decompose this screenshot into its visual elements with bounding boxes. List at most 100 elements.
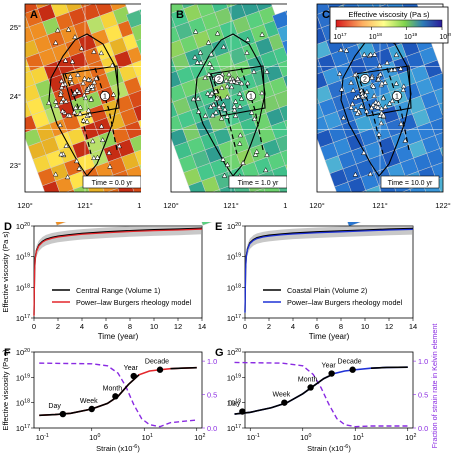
station-triangle (72, 104, 79, 110)
station-triangle (237, 140, 243, 146)
x-tick-label: 10-1 (247, 433, 260, 442)
station-triangle (377, 71, 384, 77)
station-triangle (373, 99, 379, 105)
island-outline (194, 33, 266, 177)
station-triangle (264, 151, 270, 157)
station-triangle (218, 115, 225, 121)
station-triangle (220, 44, 227, 50)
station-triangle (220, 101, 227, 107)
station-triangle (110, 91, 117, 97)
lon-tick-label: 121° (223, 201, 239, 210)
station-triangle (352, 94, 359, 100)
colorbar-title: Effective viscosity (Pa s) (348, 10, 430, 19)
station-triangle (393, 51, 400, 57)
station-triangle (226, 71, 232, 77)
station-triangle (74, 87, 80, 93)
station-triangle (337, 70, 343, 76)
station-triangle (389, 98, 396, 103)
station-triangle (71, 109, 78, 115)
right-tick-label: 0.0 (207, 424, 217, 433)
station-triangle (63, 98, 69, 104)
colorbar: Effective viscosity (Pa s) 1017 1018 1019 1… (329, 6, 451, 44)
map-panels: 1 A Time = 0.0 yr 120° 121° 122° 25° 24° 23° 1 2 B T… (0, 0, 451, 227)
station-triangle (107, 163, 113, 169)
station-triangle (85, 76, 92, 82)
time-point-label: Week (80, 398, 98, 405)
station-triangle (382, 79, 388, 85)
station-triangle (78, 45, 85, 51)
station-triangle (194, 59, 201, 65)
station-triangle (213, 95, 220, 101)
station-triangle (224, 113, 230, 119)
right-tick-label: 0.5 (207, 391, 217, 400)
station-triangle (80, 117, 87, 123)
x-tick-label: 0 (243, 322, 247, 331)
station-triangle (350, 87, 356, 93)
station-triangle (224, 161, 231, 167)
y-tick-label: 1020 (227, 348, 241, 357)
x-axis-label: Strain (x10-6) (307, 444, 351, 453)
station-triangle (393, 80, 400, 86)
station-triangle (231, 107, 238, 113)
station-triangle (205, 39, 212, 45)
station-triangle (77, 104, 84, 110)
station-triangle (251, 116, 258, 121)
lon-tick-label: 120° (163, 201, 179, 210)
station-triangle (216, 103, 222, 109)
station-triangle (232, 112, 239, 118)
time-point (307, 384, 314, 391)
station-triangle (87, 111, 93, 117)
lat-tick-label: 25° (10, 23, 21, 32)
station-triangle (251, 68, 257, 74)
station-triangle (197, 49, 204, 55)
x-tick-label: 8 (128, 322, 132, 331)
station-triangle (198, 59, 204, 65)
station-triangle (378, 120, 384, 126)
time-point-label: Year (322, 363, 337, 370)
station-triangle (192, 54, 198, 60)
station-triangle (380, 95, 386, 101)
station-triangle (62, 57, 69, 63)
station-triangle (353, 106, 359, 112)
station-triangle (397, 65, 404, 71)
lon-tick-label: 122° (435, 201, 451, 210)
station-triangle (375, 100, 382, 106)
legend-label: Power–law Burgers rheology model (287, 298, 403, 307)
station-triangle (116, 143, 123, 149)
station-triangle (237, 132, 244, 138)
panel-label: F (4, 347, 11, 359)
station-triangle (340, 114, 347, 120)
colorbar-tick-label: 1018 (369, 32, 383, 41)
station-triangle (343, 47, 350, 53)
station-triangle (53, 98, 59, 104)
station-triangle (59, 108, 66, 114)
uncertainty-band (34, 226, 202, 318)
station-triangle (77, 111, 83, 117)
y-tick-label: 1019 (227, 253, 241, 262)
station-triangle (67, 112, 73, 118)
station-triangle (402, 137, 408, 143)
station-triangle (91, 155, 97, 160)
volume-marker (214, 74, 224, 84)
station-triangle (259, 31, 265, 37)
x-axis-label: Time (year) (309, 332, 350, 341)
station-triangle (244, 49, 250, 55)
station-triangle (206, 60, 213, 66)
time-point (59, 410, 67, 418)
colorbar-ticks: 1017 1018 1019 1020 (333, 27, 451, 41)
station-triangle (361, 51, 368, 57)
legend-label: Central Range (Volume 1) (76, 286, 160, 295)
station-triangle (237, 103, 243, 109)
station-triangle (109, 62, 116, 68)
station-triangle (382, 103, 389, 109)
station-triangle (72, 34, 78, 40)
station-triangle (94, 154, 101, 160)
station-triangle (67, 73, 74, 79)
station-triangle (205, 90, 211, 96)
volume-marker-label: 1 (395, 94, 399, 101)
right-axis-label: Fraction of strain rate in Kelvin elemen… (430, 324, 439, 449)
y-tick-label: 1019 (227, 373, 241, 382)
time-box (380, 175, 440, 189)
time-point-label: Day (228, 401, 241, 408)
x-tick-label: 101 (353, 433, 364, 442)
